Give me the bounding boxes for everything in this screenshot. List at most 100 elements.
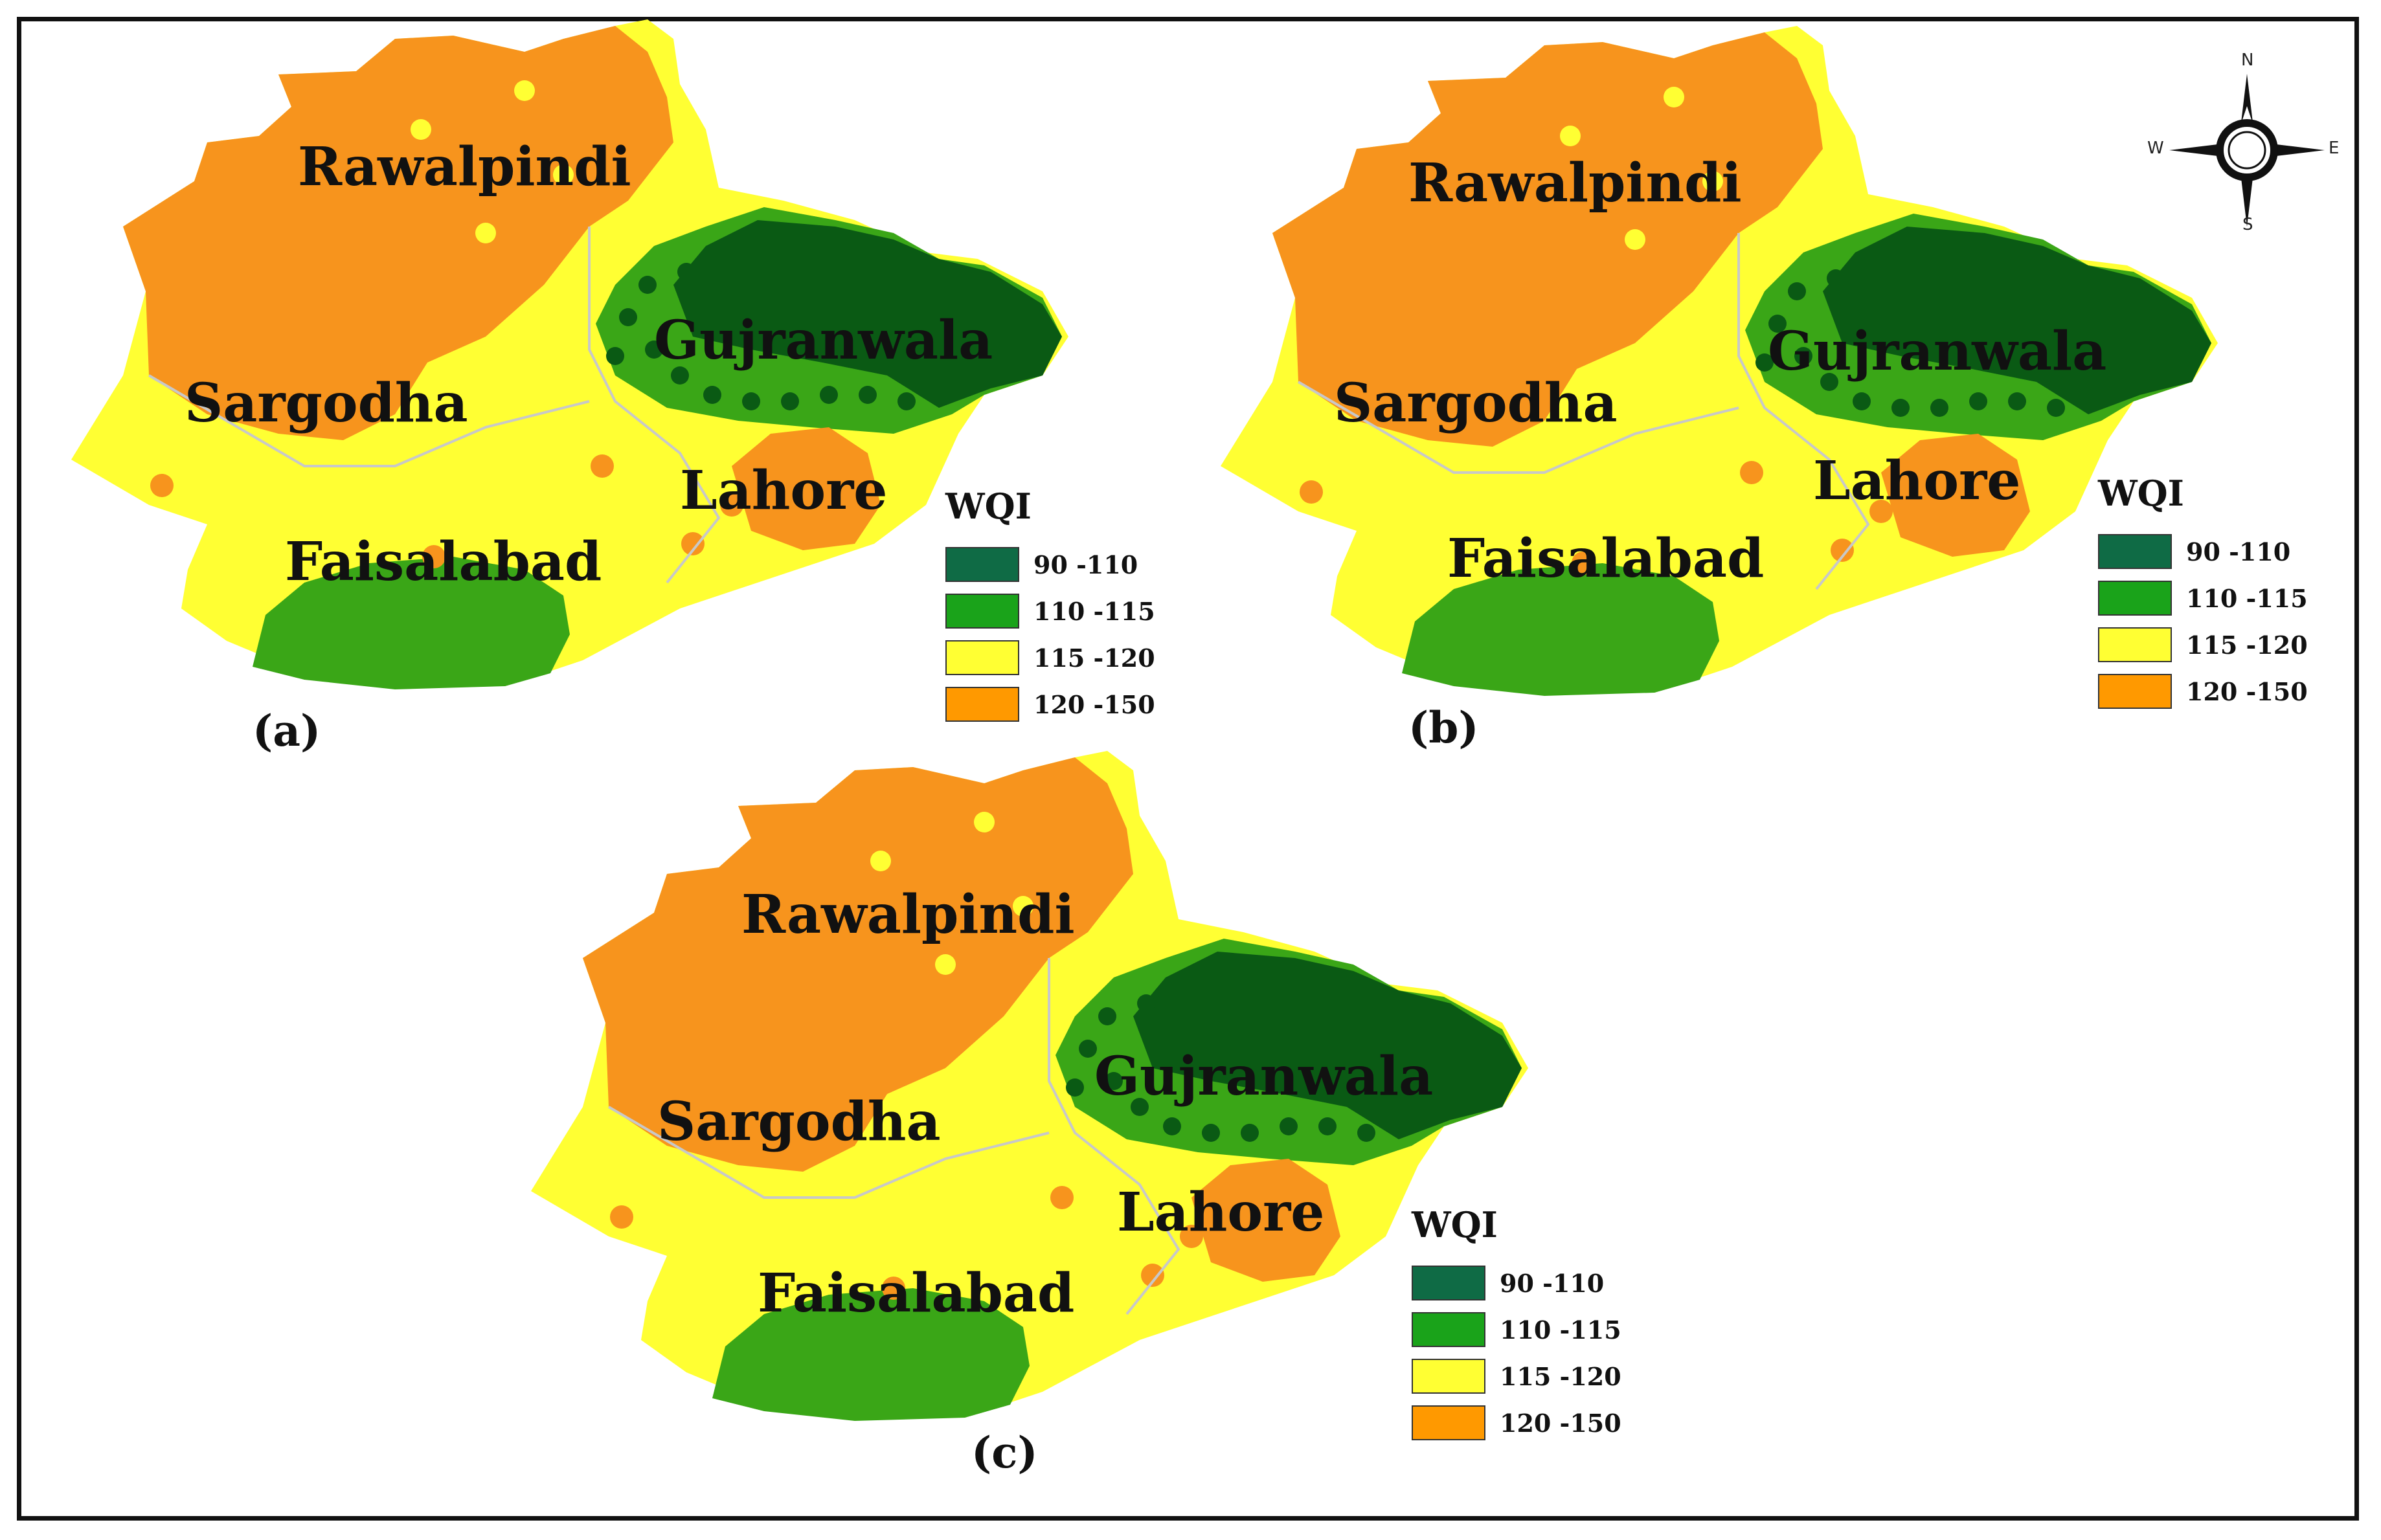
legend-swatch (945, 594, 1019, 629)
legend-swatch (1412, 1266, 1485, 1300)
compass-s: S (2242, 215, 2253, 234)
map-spot (422, 545, 446, 568)
legend-b: WQI 90 -110 110 -115 115 -120 120 -150 (2098, 473, 2308, 715)
legend-label: 115 -120 (1033, 643, 1155, 673)
map-dot (1788, 282, 1806, 300)
map-spot (1831, 539, 1854, 562)
legend-row: 90 -110 (945, 541, 1155, 588)
panel-tag-b: (b) (1408, 702, 1479, 753)
map-spot (1572, 552, 1595, 575)
map-dot (1137, 994, 1155, 1012)
zone-rawalpindi-sargodha-orange (1272, 32, 1823, 447)
map-dot (619, 308, 637, 326)
north-arrow-icon: N S W E (2147, 50, 2344, 241)
map-dot (703, 386, 721, 404)
legend-row: 110 -115 (945, 588, 1155, 634)
map-dot (2008, 392, 2026, 410)
zone-rawalpindi-sargodha-orange (123, 26, 673, 440)
map-spot (1702, 171, 1723, 192)
legend-label: 115 -120 (1500, 1361, 1621, 1391)
map-dot (1820, 373, 1838, 391)
legend-row: 110 -115 (1412, 1306, 1621, 1353)
map-a-svg (71, 19, 1068, 689)
legend-row: 115 -120 (2098, 621, 2308, 668)
map-dot (671, 366, 689, 385)
compass-n: N (2241, 50, 2254, 70)
map-panel-b: Rawalpindi Sargodha Gujranwala Lahore Fa… (1182, 19, 2231, 770)
legend-row: 115 -120 (945, 634, 1155, 681)
map-dot (677, 263, 695, 281)
district-boundary (148, 374, 590, 467)
label-faisalabad: Faisalabad (1447, 528, 1765, 590)
legend-label: 110 -115 (1033, 596, 1155, 626)
zone-faisalabad-green (253, 557, 570, 689)
map-spot (553, 164, 574, 185)
map-spot (974, 812, 995, 832)
legend-swatch (2098, 674, 2172, 709)
legend-label: 120 -150 (1033, 689, 1155, 719)
map-spot (1869, 500, 1893, 523)
legend-label: 115 -120 (2186, 630, 2308, 660)
map-spot (1141, 1264, 1164, 1287)
map-dot (1105, 1072, 1123, 1090)
map-dot (1163, 1117, 1181, 1135)
legend-swatch (1412, 1405, 1485, 1440)
map-panel-a: Rawalpindi Sargodha Gujranwala Lahore Fa… (32, 13, 1081, 764)
legend-title: WQI (2098, 473, 2184, 514)
label-sargodha: Sargodha (1334, 372, 1618, 434)
zone-gujranwala-dark-green (1823, 227, 2211, 414)
map-dot (1079, 1040, 1097, 1058)
legend-swatch (945, 547, 1019, 582)
zone-faisalabad-green (712, 1288, 1030, 1421)
map-dot (606, 347, 624, 365)
zone-lahore-orange (1191, 1159, 1340, 1282)
map-spot (610, 1205, 633, 1229)
legend-row: 90 -110 (1412, 1260, 1621, 1306)
district-boundary (1048, 958, 1180, 1315)
district-boundary (1297, 381, 1739, 474)
map-dot (1891, 399, 1910, 417)
map-spot (1180, 1225, 1203, 1248)
map-dot (859, 386, 877, 404)
map-spot (411, 119, 431, 140)
legend-swatch (945, 687, 1019, 722)
panel-tag-a: (a) (253, 706, 321, 756)
map-dot (1280, 1117, 1298, 1135)
legend-label: 90 -110 (1033, 550, 1138, 579)
map-dot (781, 392, 799, 410)
legend-label: 90 -110 (2186, 537, 2291, 566)
map-b-svg (1221, 26, 2218, 696)
map-spot (1013, 896, 1033, 917)
compass-e: E (2329, 139, 2340, 158)
map-spot (514, 80, 535, 101)
map-spot (150, 474, 174, 497)
label-sargodha: Sargodha (185, 372, 468, 434)
map-spot (475, 223, 496, 243)
legend-a: WQI 90 -110 110 -115 115 -120 120 -150 (945, 485, 1155, 728)
map-spot (935, 954, 956, 975)
legend-label: 90 -110 (1500, 1268, 1605, 1298)
map-spot (1740, 461, 1763, 484)
map-panel-c: Rawalpindi Sargodha Gujranwala Lahore Fa… (492, 744, 1541, 1495)
label-rawalpindi: Rawalpindi (298, 136, 631, 198)
legend-row: 120 -150 (2098, 668, 2308, 715)
zone-lahore-orange (732, 427, 881, 550)
map-dot (2047, 399, 2065, 417)
legend-label: 110 -115 (1500, 1315, 1621, 1345)
panel-tag-c: (c) (971, 1427, 1038, 1478)
legend-swatch (1412, 1359, 1485, 1394)
zone-faisalabad-green (1402, 563, 1719, 696)
label-lahore: Lahore (1813, 450, 2021, 512)
legend-c: WQI 90 -110 110 -115 115 -120 120 -150 (1412, 1204, 1621, 1446)
legend-swatch (945, 640, 1019, 675)
legend-swatch (2098, 581, 2172, 616)
map-dot (638, 276, 657, 294)
zone-gujranwala-dark-green (673, 220, 1062, 408)
zone-lahore-orange (1881, 434, 2030, 557)
legend-row: 120 -150 (1412, 1400, 1621, 1446)
map-dot (1202, 1124, 1220, 1142)
map-spot (1050, 1186, 1074, 1209)
legend-label: 110 -115 (2186, 583, 2308, 613)
map-spot (1664, 87, 1684, 107)
map-dot (742, 392, 760, 410)
